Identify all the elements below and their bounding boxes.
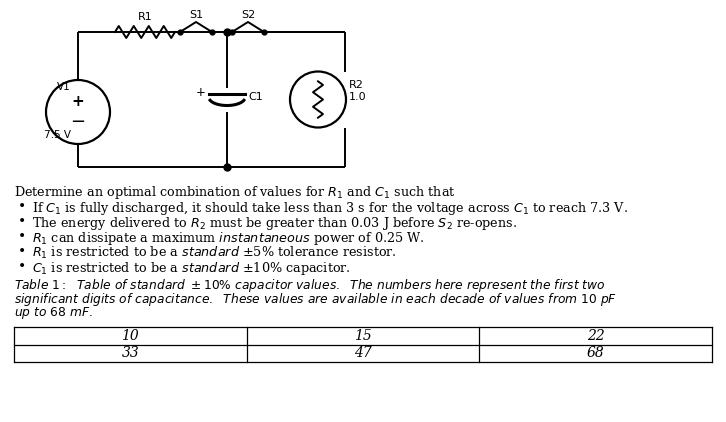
Text: $\it{up\ to\ 68\ mF.}$: $\it{up\ to\ 68\ mF.}$ (14, 305, 93, 321)
Text: $R_1$ can dissipate a maximum $\it{instantaneous}$ power of 0.25 W.: $R_1$ can dissipate a maximum $\it{insta… (32, 230, 424, 247)
Text: The energy delivered to $R_2$ must be greater than 0.03 J before $S_2$ re-opens.: The energy delivered to $R_2$ must be gr… (32, 215, 517, 232)
Text: +: + (196, 86, 206, 99)
Text: 33: 33 (121, 346, 139, 360)
Text: •: • (18, 200, 26, 214)
Text: +: + (72, 95, 84, 109)
Text: $R_1$ is restricted to be a $\it{standard}$ $\pm$5% tolerance resistor.: $R_1$ is restricted to be a $\it{standar… (32, 245, 397, 261)
Text: S2: S2 (241, 10, 255, 20)
Text: R1: R1 (138, 12, 152, 22)
Text: 22: 22 (587, 329, 605, 343)
Text: R2: R2 (349, 81, 364, 90)
Text: S1: S1 (189, 10, 203, 20)
Text: •: • (18, 260, 26, 274)
Text: 68: 68 (587, 346, 605, 360)
Text: $\it{Table\ 1:\ \ Table\ of\ standard\ \pm10\%\ capacitor\ values.\ \ The\ numbe: $\it{Table\ 1:\ \ Table\ of\ standard\ \… (14, 277, 605, 294)
Text: If $C_1$ is fully discharged, it should take less than 3 s for the voltage acros: If $C_1$ is fully discharged, it should … (32, 200, 628, 217)
Text: 47: 47 (354, 346, 372, 360)
Text: $\it{significant\ digits\ of\ capacitance.\ \ These\ values\ are\ available\ in\: $\it{significant\ digits\ of\ capacitanc… (14, 291, 617, 308)
Text: •: • (18, 215, 26, 229)
Text: 15: 15 (354, 329, 372, 343)
Text: −: − (70, 113, 86, 131)
Text: 10: 10 (121, 329, 139, 343)
Text: 1.0: 1.0 (349, 92, 367, 102)
Text: $C_1$ is restricted to be a $\it{standard}$ $\pm$10% capacitor.: $C_1$ is restricted to be a $\it{standar… (32, 260, 351, 277)
Text: 7.5 V: 7.5 V (44, 130, 71, 140)
Text: •: • (18, 230, 26, 244)
Text: C1: C1 (248, 92, 263, 103)
Text: •: • (18, 245, 26, 259)
Text: V1: V1 (57, 82, 71, 92)
Text: Determine an optimal combination of values for $R_1$ and $C_1$ such that: Determine an optimal combination of valu… (14, 184, 456, 201)
